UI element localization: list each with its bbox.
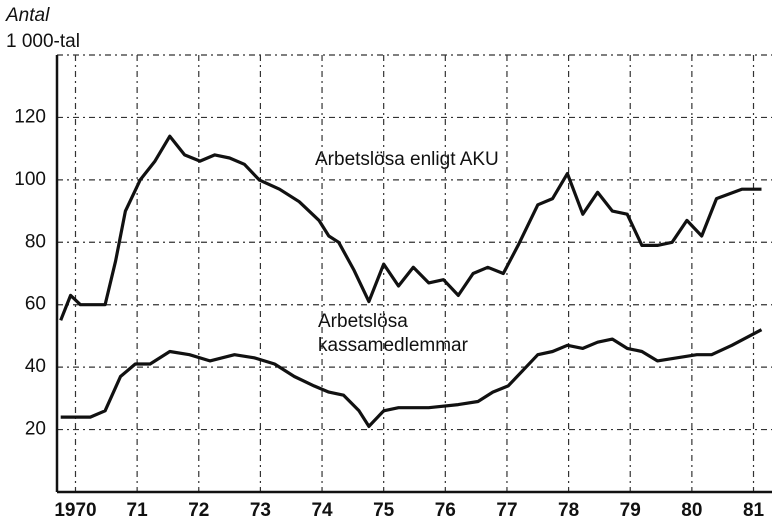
y-tick-label: 120 — [14, 106, 46, 127]
x-tick-label: 74 — [311, 500, 333, 521]
y-tick-label: 20 — [25, 419, 46, 440]
annotation: kassamedlemmar — [318, 335, 469, 356]
y-tick-label: 60 — [25, 294, 46, 315]
x-tick-label: 73 — [250, 500, 271, 521]
x-tick-label: 78 — [558, 500, 579, 521]
x-tick-label: 75 — [373, 500, 395, 521]
x-tick-label: 72 — [188, 500, 209, 521]
y-tick-label: 80 — [25, 231, 46, 252]
y-axis-label: Antal — [5, 5, 50, 26]
y-tick-label: 40 — [25, 356, 46, 377]
x-tick-label: 77 — [496, 500, 517, 521]
x-tick-label: 80 — [681, 500, 702, 521]
x-tick-label: 71 — [127, 500, 149, 521]
series-line — [59, 134, 762, 321]
x-tick-label: 76 — [435, 500, 456, 521]
x-tick-label: 79 — [620, 500, 641, 521]
y-tick-label: 100 — [14, 169, 46, 190]
annotation: Arbetslösa enligt AKU — [315, 149, 499, 170]
x-tick-label: 1970 — [54, 500, 96, 521]
series-line — [60, 328, 763, 428]
y-axis-unit: 1 000-tal — [6, 31, 80, 52]
annotation: Arbetslösa — [318, 311, 408, 332]
x-tick-label: 81 — [743, 500, 765, 521]
